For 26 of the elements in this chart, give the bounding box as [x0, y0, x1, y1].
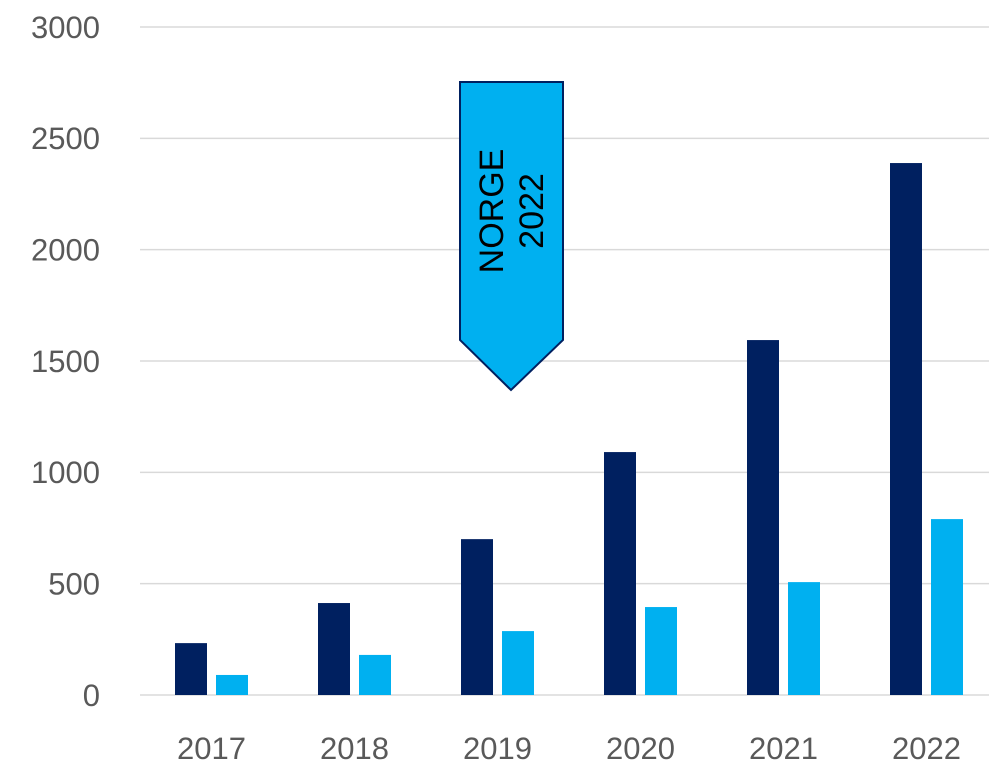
bar — [890, 163, 922, 695]
x-tick-label: 2019 — [463, 730, 532, 766]
bar — [359, 654, 391, 695]
bar — [502, 631, 534, 695]
bar — [747, 340, 779, 695]
x-tick-label: 2017 — [177, 730, 246, 766]
bar — [788, 582, 820, 695]
y-tick-label: 0 — [82, 678, 100, 713]
y-tick-label: 2000 — [31, 232, 100, 268]
y-tick-label: 500 — [48, 566, 100, 602]
annotation: NORGE 2022 — [473, 148, 551, 274]
x-tick-label: 2022 — [892, 730, 961, 766]
bar — [604, 452, 636, 695]
x-tick-label: 2021 — [749, 730, 818, 766]
bar — [216, 674, 248, 695]
y-tick-label: 2500 — [31, 121, 100, 156]
bar — [175, 643, 207, 695]
y-tick-label: 1500 — [31, 344, 100, 379]
y-tick-label: 3000 — [31, 10, 100, 45]
x-tick-label: 2018 — [320, 730, 389, 766]
x-tick-label: 2020 — [606, 730, 675, 766]
bar — [461, 539, 493, 695]
bar — [318, 603, 350, 695]
bar — [645, 607, 677, 695]
bar — [931, 519, 963, 695]
y-tick-label: 1000 — [31, 455, 100, 490]
